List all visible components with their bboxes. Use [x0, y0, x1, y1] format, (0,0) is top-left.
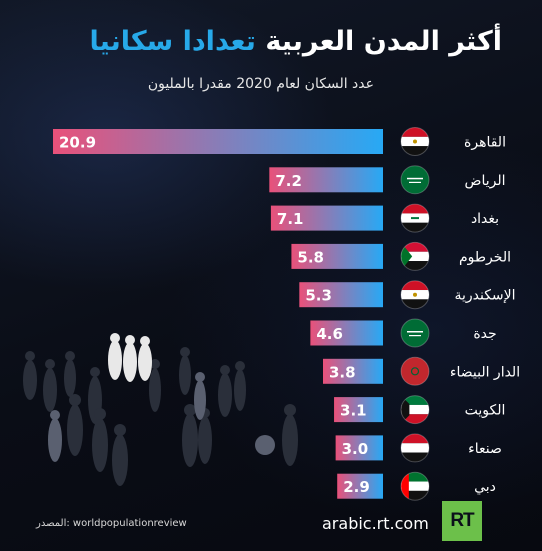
- category-label-4: الخرطوم: [459, 249, 511, 265]
- category-label-9: صنعاء: [468, 441, 502, 457]
- value-label-10: 2.9: [343, 478, 370, 496]
- bar-8: [334, 397, 383, 423]
- flag-ring-3: [400, 203, 430, 233]
- uae-flag-icon: [401, 472, 429, 501]
- title-part-1: أكثر المدن العربية: [265, 26, 502, 57]
- morocco-flag-icon: [401, 357, 429, 386]
- flag-ring-8: [400, 395, 430, 425]
- flag-ring-2: [400, 165, 430, 195]
- flag-ring-7: [400, 356, 430, 386]
- value-label-4: 5.8: [297, 248, 324, 266]
- value-label-6: 4.6: [316, 325, 343, 343]
- bar-9: [335, 435, 383, 461]
- value-label-7: 3.8: [329, 363, 356, 381]
- flag-ring-6: [400, 318, 430, 348]
- category-label-7: الدار البيضاء: [450, 364, 520, 380]
- kuwait-flag-icon: [401, 395, 429, 424]
- bar-1: [53, 129, 383, 154]
- category-label-5: الإسكندرية: [454, 288, 515, 304]
- page-title: أكثر المدن العربية تعدادا سكانيا: [89, 26, 502, 57]
- bar-5: [299, 282, 383, 308]
- category-label-6: جدة: [473, 326, 496, 342]
- rt-logo: RT: [442, 501, 482, 541]
- site-url[interactable]: arabic.rt.com: [322, 514, 429, 533]
- egypt-flag-icon: [401, 127, 429, 156]
- value-label-9: 3.0: [342, 440, 369, 458]
- egypt-flag-icon: [401, 280, 429, 309]
- page-subtitle: عدد السكان لعام 2020 مقدرا بالمليون: [147, 76, 374, 92]
- category-label-10: دبي: [474, 479, 496, 495]
- saudi-arabia-flag-icon: [401, 319, 429, 347]
- title-part-2: تعدادا سكانيا: [89, 26, 256, 57]
- source-note: المصدر: worldpopulationreview: [36, 518, 187, 529]
- value-label-8: 3.1: [340, 402, 367, 420]
- value-label-2: 7.2: [275, 172, 302, 190]
- flag-ring-4: [400, 241, 430, 271]
- bar-6: [310, 320, 383, 346]
- value-label-3: 7.1: [277, 210, 304, 228]
- flag-ring-10: [400, 471, 430, 501]
- category-label-3: بغداد: [471, 211, 499, 227]
- iraq-flag-icon: [401, 204, 429, 233]
- crowd-illustration: [23, 333, 298, 486]
- value-label-5: 5.3: [305, 287, 332, 305]
- yemen-flag-icon: [401, 433, 429, 462]
- category-label-8: الكويت: [465, 403, 506, 419]
- value-label-1: 20.9: [59, 134, 96, 152]
- bar-3: [270, 205, 383, 231]
- bar-2: [269, 167, 383, 193]
- flag-ring-9: [400, 433, 430, 463]
- saudi-arabia-flag-icon: [401, 165, 429, 194]
- category-label-1: القاهرة: [464, 135, 506, 151]
- bar-4: [291, 243, 383, 269]
- sudan-flag-icon: [401, 242, 429, 271]
- flag-ring-5: [400, 280, 430, 310]
- category-label-2: الرياض: [465, 173, 506, 189]
- flag-ring-1: [400, 127, 430, 156]
- bar-7: [323, 358, 383, 384]
- bar-10: [337, 473, 383, 499]
